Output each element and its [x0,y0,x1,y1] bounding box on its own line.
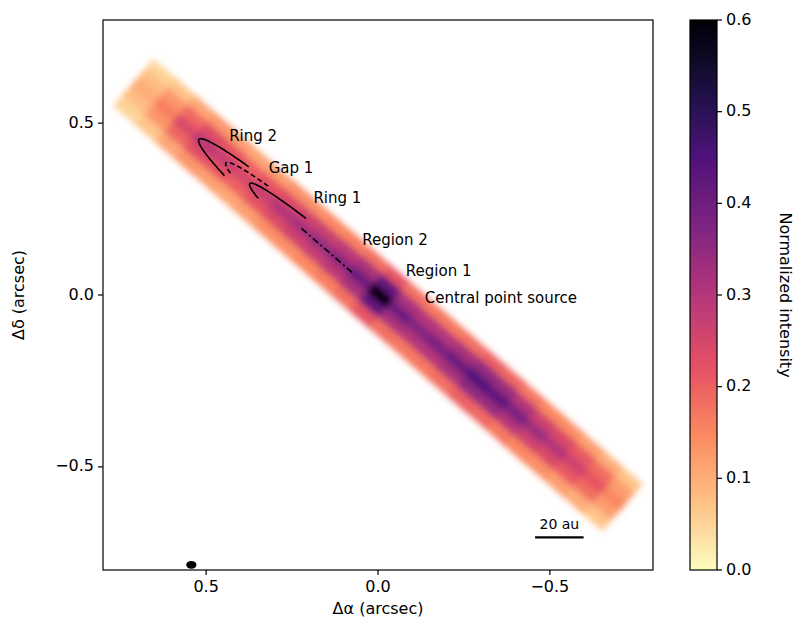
colorbar-tick [717,19,722,20]
y-tick-label: 0.5 [69,113,94,132]
colorbar-tick [717,294,722,295]
colorbar-tick-label: 0.3 [726,285,751,304]
contour [250,183,307,218]
x-tick [377,570,378,575]
plot-frame [103,20,653,570]
colorbar-tick [717,203,722,204]
disk-image [113,59,643,531]
annotation: Ring 1 [313,189,361,207]
contour [226,162,269,186]
x-tick [206,570,207,575]
annotation: Gap 1 [269,159,314,177]
colorbar-tick-label: 0.0 [726,560,751,579]
colorbar-tick-label: 0.2 [726,376,751,395]
colorbar-tick [717,111,722,112]
colorbar-tick-label: 0.4 [726,193,751,212]
scale-bar [535,536,583,538]
colorbar-tick-label: 0.5 [726,101,751,120]
annotation: Region 1 [406,262,472,280]
annotation: Ring 2 [229,127,277,145]
y-tick [98,123,103,124]
scale-bar-label: 20 au [539,516,579,532]
x-tick-label: −0.5 [530,577,569,596]
plot-background [103,20,653,570]
colorbar [690,20,717,570]
y-tick-label: 0.0 [69,285,94,304]
chart-root: 20 au Ring 2 Gap 1 Ring 1 Region 2 Region 1 Ce… [0,0,802,624]
colorbar-tick-label: 0.1 [726,468,751,487]
y-tick [98,466,103,467]
colorbar-tick-label: 0.6 [726,10,751,29]
y-axis-title: Δδ (arcsec) [9,250,28,340]
x-axis-title: Δα (arcsec) [333,599,424,618]
x-tick-label: 0.5 [193,577,218,596]
y-tick [98,294,103,295]
colorbar-tick [717,569,722,570]
chart: 20 au Ring 2 Gap 1 Ring 1 Region 2 Region 1 Ce… [0,0,802,624]
annotation: Central point source [425,289,577,307]
plot-area [113,59,643,569]
colorbar-title: Normalized intensity [776,212,795,377]
x-tick [549,570,550,575]
colorbar-tick [717,386,722,387]
colorbar-tick [717,478,722,479]
intensity-cell [113,95,145,125]
y-tick-label: −0.5 [55,456,94,475]
x-tick-label: 0.0 [365,577,390,596]
beam [186,561,196,569]
annotation: Region 2 [362,231,428,249]
contour [300,227,352,272]
